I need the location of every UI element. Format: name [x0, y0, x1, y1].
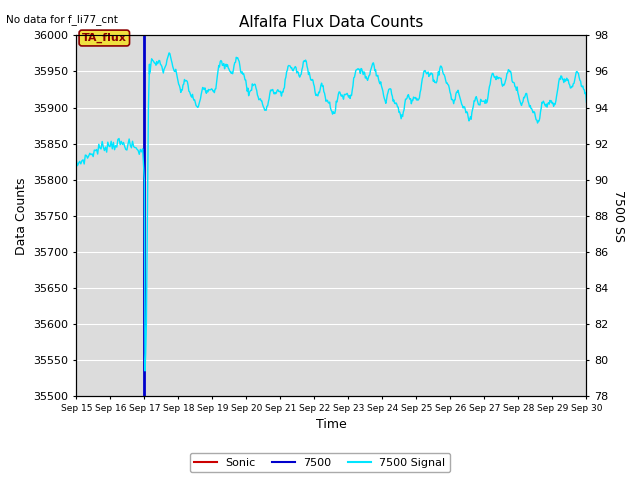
- Title: Alfalfa Flux Data Counts: Alfalfa Flux Data Counts: [239, 15, 424, 30]
- Text: TA_flux: TA_flux: [82, 33, 127, 43]
- Y-axis label: Data Counts: Data Counts: [15, 177, 28, 254]
- Text: No data for f_li77_cnt: No data for f_li77_cnt: [6, 14, 118, 25]
- X-axis label: Time: Time: [316, 419, 347, 432]
- Y-axis label: 7500 SS: 7500 SS: [612, 190, 625, 242]
- Legend: Sonic, 7500, 7500 Signal: Sonic, 7500, 7500 Signal: [190, 453, 450, 472]
